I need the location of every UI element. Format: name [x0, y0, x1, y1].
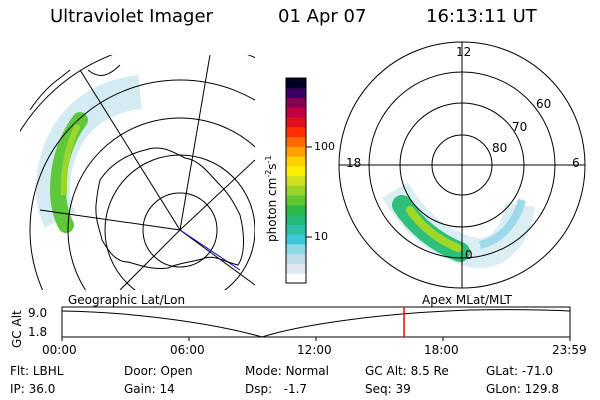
filter-info: Flt: LBHL: [10, 364, 64, 378]
instrument-title: Ultraviolet Imager: [50, 6, 213, 27]
mlt-label-6: 6: [572, 156, 580, 170]
mode-info: Mode: Normal: [245, 364, 329, 378]
colorbar-segment: [286, 263, 306, 274]
colorbar-segment: [286, 165, 306, 177]
mlt-label-18: 18: [346, 156, 362, 170]
geo-meridians: [39, 55, 255, 290]
altitude-curve: [61, 309, 571, 338]
lat-label-70: 70: [512, 120, 528, 134]
time-label: 16:13:11 UT: [426, 6, 537, 27]
colorbar-segment: [286, 175, 306, 186]
colorbar-segment: [286, 273, 306, 284]
geo-coastline: [95, 147, 244, 269]
timeline-ytick-bottom: 1.8: [28, 325, 48, 339]
polar-map: [338, 41, 586, 289]
colorbar-segment: [286, 117, 306, 128]
glat-info: GLat: -71.0: [486, 364, 553, 378]
dsp-info: Dsp: -1.7: [245, 382, 308, 396]
colorbar-frame: [285, 77, 307, 284]
lat-label-60: 60: [536, 97, 552, 111]
colorbar-segment: [286, 136, 306, 147]
timeline-xtick-0: 00:00: [42, 343, 77, 357]
timeline-ylabel: GC Alt: [10, 310, 24, 348]
gcalt-info: GC Alt: 8.5 Re: [365, 364, 449, 378]
geo-direction-line: [179, 229, 241, 271]
timeline-xtick-4: 23:59: [552, 343, 587, 357]
colorbar-segment: [286, 97, 306, 108]
colorbar-segment: [286, 146, 306, 157]
colorbar-segment: [286, 195, 306, 206]
timeline-xtick-2: 12:00: [297, 343, 332, 357]
mlt-label-0: 0: [465, 248, 473, 262]
gain-info: Gain: 14: [124, 382, 175, 396]
colorbar-segment: [286, 185, 306, 196]
timeline-ytick-top: 9.0: [28, 306, 48, 320]
colorbar-segment: [286, 156, 306, 167]
ip-info: IP: 36.0: [10, 382, 56, 396]
timeline-xtick-1: 06:00: [170, 343, 205, 357]
colorbar-tick-10: 10: [314, 230, 328, 243]
seq-info: Seq: 39: [365, 382, 411, 396]
date-label: 01 Apr 07: [278, 6, 367, 27]
colorbar-segment: [286, 107, 306, 118]
colorbar-segment: [286, 214, 306, 225]
glon-info: GLon: 129.8: [486, 382, 559, 396]
colorbar-tick-100: 100: [314, 140, 335, 153]
geographic-label: Geographic Lat/Lon: [68, 293, 186, 307]
timeline-plot: [61, 306, 571, 341]
colorbar-segment: [286, 224, 306, 235]
geographic-map: [20, 55, 255, 290]
colorbar-segment: [286, 87, 306, 99]
door-info: Door: Open: [124, 364, 193, 378]
timeline-xtick-3: 18:00: [424, 343, 459, 357]
colorbar-segment: [286, 204, 306, 216]
colorbar-segment: [286, 243, 306, 255]
colorbar-segment: [286, 126, 306, 138]
lat-label-80: 80: [492, 141, 508, 155]
colorbar-segment: [286, 234, 306, 245]
mlt-label-12: 12: [456, 45, 472, 59]
colorbar-segment: [286, 253, 306, 264]
timeline-frame: [61, 306, 571, 338]
apex-label: Apex MLat/MLT: [422, 293, 512, 307]
colorbar-segment: [286, 78, 306, 89]
colorbar-unit: photon cm-2s-1: [264, 155, 279, 242]
colorbar: [286, 78, 306, 284]
